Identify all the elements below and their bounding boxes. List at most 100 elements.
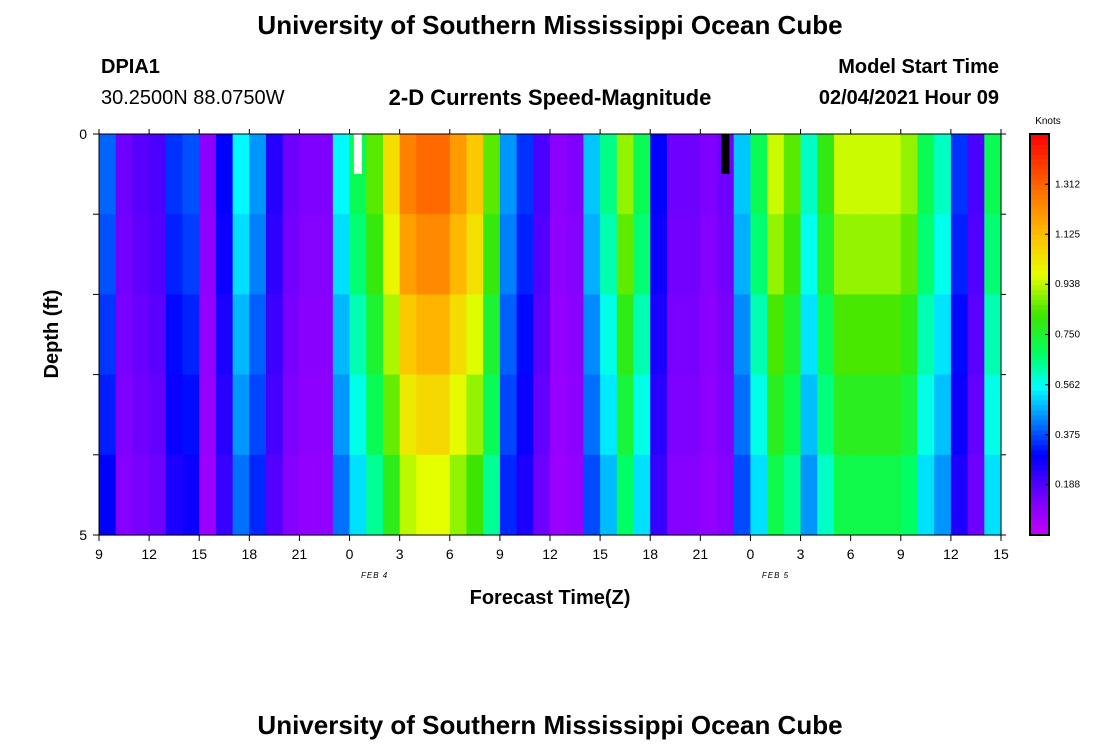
- heatmap-cell: [700, 454, 718, 536]
- colorbar-tick-label: 0.188: [1055, 480, 1080, 491]
- heatmap-cell: [800, 214, 818, 295]
- heatmap-cell: [750, 454, 768, 536]
- heatmap-cell: [550, 134, 568, 215]
- heatmap-cell: [516, 134, 534, 215]
- heatmap-cell: [332, 454, 351, 536]
- heatmap-cell: [984, 134, 1002, 215]
- heatmap-cell: [215, 454, 234, 536]
- heatmap-cell: [332, 294, 351, 376]
- colorbar-segment: [1030, 149, 1049, 155]
- heatmap-cell: [466, 454, 484, 536]
- colorbar-segment: [1030, 169, 1049, 175]
- x-tick-label: 9: [95, 546, 103, 562]
- heatmap-cell: [767, 134, 785, 215]
- heatmap-cell: [984, 374, 1002, 456]
- heatmap-cell: [967, 294, 985, 376]
- heatmap-cell: [783, 454, 802, 536]
- heatmap-cell: [700, 214, 718, 295]
- page-title: University of Southern Mississippi Ocean…: [257, 10, 843, 40]
- heatmap-cell: [817, 374, 835, 456]
- heatmap-cell: [215, 214, 234, 295]
- x-tick-label: 3: [797, 546, 805, 562]
- heatmap-cell: [483, 214, 501, 295]
- heatmap-cell: [416, 214, 434, 295]
- colorbar-segment: [1030, 519, 1049, 526]
- heatmap-cell: [466, 214, 484, 295]
- x-tick-label: 9: [496, 546, 504, 562]
- heatmap-cell: [934, 134, 952, 215]
- heatmap-cell: [717, 294, 735, 376]
- x-tick-label: 15: [993, 546, 1009, 562]
- heatmap-cell: [884, 294, 902, 376]
- heatmap-cell: [132, 214, 150, 295]
- colorbar-segment: [1030, 359, 1049, 366]
- colorbar-segment: [1030, 439, 1049, 446]
- colorbar-segment: [1030, 399, 1049, 406]
- heatmap-cell: [149, 134, 167, 215]
- heatmap-cell: [600, 374, 618, 456]
- heatmap-cell: [399, 454, 417, 536]
- heatmap-cell: [232, 294, 250, 376]
- heatmap-cell: [833, 294, 852, 376]
- heatmap-cell: [316, 294, 334, 376]
- heatmap-cell: [683, 374, 701, 456]
- colorbar-segment: [1030, 209, 1049, 215]
- heatmap-cell: [282, 294, 301, 376]
- heatmap-cell: [533, 454, 551, 536]
- heatmap-cell: [215, 134, 234, 215]
- heatmap-cell: [633, 134, 651, 215]
- colorbar-segment: [1030, 294, 1049, 301]
- heatmap-cell: [800, 454, 818, 536]
- station-coordinates: 30.2500N 88.0750W: [101, 87, 285, 109]
- heatmap-cell: [349, 294, 367, 376]
- colorbar-segment: [1030, 159, 1049, 165]
- colorbar-segment: [1030, 499, 1049, 506]
- heatmap-cell: [382, 134, 401, 215]
- heatmap-cell: [483, 134, 501, 215]
- x-tick-label: 6: [847, 546, 855, 562]
- heatmap-cell: [917, 214, 935, 295]
- heatmap-cell: [616, 214, 635, 295]
- heatmap-cell: [165, 374, 184, 456]
- heatmap-cell: [650, 134, 668, 215]
- heatmap-cell: [566, 134, 584, 215]
- colorbar-segment: [1030, 434, 1049, 441]
- x-tick-label: 9: [897, 546, 905, 562]
- heatmap-cell: [633, 294, 651, 376]
- footer-title: University of Southern Mississippi Ocean…: [257, 710, 843, 740]
- heatmap-cell: [149, 374, 167, 456]
- heatmap-cell: [767, 294, 785, 376]
- heatmap-cell: [533, 134, 551, 215]
- heatmap-cell: [132, 374, 150, 456]
- heatmap-cell: [950, 374, 969, 456]
- heatmap-cell: [900, 134, 919, 215]
- heatmap-cell: [449, 454, 468, 536]
- heatmap-cell: [850, 214, 868, 295]
- x-ticks: 9 12 15 18 21 0 3 6 9 12 15 18 21 0 3 6 9 12 15: [95, 129, 1009, 562]
- x-tick-label: 12: [141, 546, 157, 562]
- heatmap-cell: [516, 294, 534, 376]
- heatmap-cell: [984, 214, 1002, 295]
- heatmap-cell: [466, 134, 484, 215]
- heatmap-cell: [650, 374, 668, 456]
- heatmap-cell: [733, 134, 752, 215]
- heatmap-cell: [115, 454, 133, 536]
- heatmap-cell: [266, 454, 284, 536]
- heatmap-cell: [817, 454, 835, 536]
- colorbar-segment: [1030, 219, 1049, 225]
- heatmap-cell: [817, 294, 835, 376]
- x-tick-label: 12: [542, 546, 558, 562]
- heatmap-cell: [165, 214, 184, 295]
- heatmap-cell: [232, 454, 250, 536]
- heatmap-cell: [249, 374, 267, 456]
- colorbar-segment: [1030, 414, 1049, 421]
- heatmap-cell: [349, 454, 367, 536]
- colorbar-segment: [1030, 309, 1049, 316]
- heatmap-cell: [967, 134, 985, 215]
- colorbar-segment: [1030, 224, 1049, 230]
- heatmap-cell: [483, 374, 501, 456]
- colorbar-segment: [1030, 199, 1049, 205]
- heatmap-cell: [633, 214, 651, 295]
- x-tick-label: 3: [396, 546, 404, 562]
